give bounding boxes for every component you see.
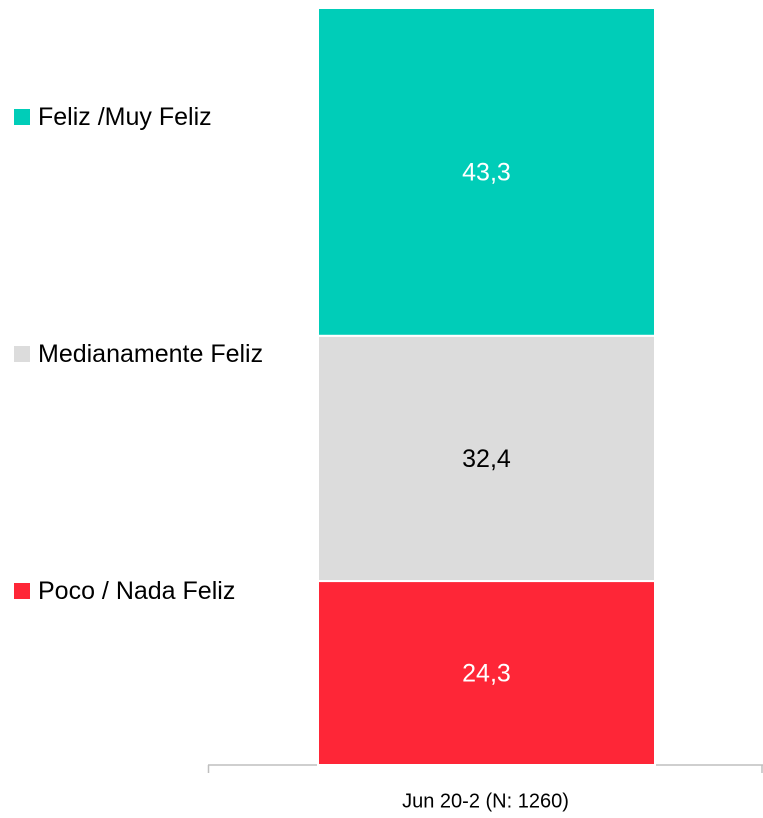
bar-segment	[317, 580, 656, 767]
data-label: 43,3	[462, 158, 511, 186]
data-label: 32,4	[462, 445, 511, 473]
legend-item: Medianamente Feliz	[14, 333, 264, 375]
legend-swatch	[14, 583, 30, 599]
data-label: 24,3	[462, 660, 511, 688]
legend-label: Poco / Nada Feliz	[38, 577, 236, 605]
bar-segment	[317, 7, 656, 337]
legend-item: Poco / Nada Feliz	[14, 570, 264, 612]
bar-segment	[317, 334, 656, 583]
legend-swatch	[14, 109, 30, 125]
legend-label: Feliz /Muy Feliz	[38, 103, 212, 131]
legend-label: Medianamente Feliz	[38, 340, 264, 368]
x-tick-label: Jun 20-2 (N: 1260)	[402, 790, 569, 812]
legend-item: Feliz /Muy Feliz	[14, 96, 264, 138]
legend-swatch	[14, 346, 30, 362]
